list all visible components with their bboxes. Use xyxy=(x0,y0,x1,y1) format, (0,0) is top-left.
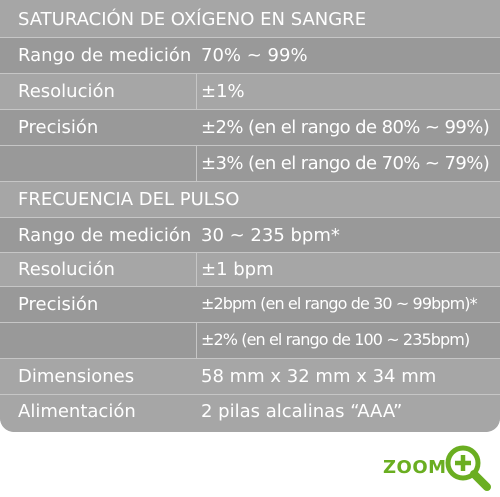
zoom-button[interactable]: ZOOM xyxy=(383,442,500,492)
row-value: 2 pilas alcalinas “AAA” xyxy=(201,401,403,422)
spec-table: SATURACIÓN DE OXÍGENO EN SANGRE Rango de… xyxy=(0,0,500,432)
table-row: Precisión ±2% (en el rango de 80% ~ 99%) xyxy=(0,110,500,146)
row-label: Rango de medición xyxy=(18,225,192,246)
column-divider xyxy=(196,74,197,110)
table-row: Dimensiones 58 mm x 32 mm x 34 mm xyxy=(0,359,500,395)
section-title-text: SATURACIÓN DE OXÍGENO EN SANGRE xyxy=(18,9,367,30)
row-label: Rango de medición xyxy=(18,45,192,66)
section-title-pulse: FRECUENCIA DEL PULSO xyxy=(0,182,500,218)
row-label: Dimensiones xyxy=(18,366,135,387)
row-value: ±2% (en el rango de 80% ~ 99%) xyxy=(201,117,490,138)
table-row: Rango de medición 70% ~ 99% xyxy=(0,38,500,74)
column-divider xyxy=(196,323,197,359)
table-row: Resolución ±1% xyxy=(0,74,500,110)
row-value: ±3% (en el rango de 70% ~ 79%) xyxy=(201,153,490,174)
row-label: Resolución xyxy=(18,259,115,280)
row-value: 58 mm x 32 mm x 34 mm xyxy=(201,366,437,387)
zoom-label: ZOOM xyxy=(383,457,447,478)
row-value: 30 ~ 235 bpm* xyxy=(201,225,340,246)
section-title-text: FRECUENCIA DEL PULSO xyxy=(18,189,240,210)
section-title-spo2: SATURACIÓN DE OXÍGENO EN SANGRE xyxy=(0,0,500,38)
table-row: Resolución ±1 bpm xyxy=(0,253,500,287)
table-row: Rango de medición 30 ~ 235 bpm* xyxy=(0,218,500,253)
table-row: ±2% (en el rango de 100 ~ 235bpm) xyxy=(0,323,500,359)
column-divider xyxy=(196,253,197,287)
row-value: ±1 bpm xyxy=(201,259,274,280)
row-value: 70% ~ 99% xyxy=(201,45,308,66)
column-divider xyxy=(196,146,197,182)
row-label: Precisión xyxy=(18,294,99,315)
table-row: Alimentación 2 pilas alcalinas “AAA” xyxy=(0,395,500,432)
table-row: ±3% (en el rango de 70% ~ 79%) xyxy=(0,146,500,182)
row-label: Resolución xyxy=(18,81,115,102)
row-value: ±2bpm (en el rango de 30 ~ 99bpm)* xyxy=(201,294,478,313)
zoom-in-icon xyxy=(445,445,491,491)
row-value: ±2% (en el rango de 100 ~ 235bpm) xyxy=(201,330,470,349)
row-label: Alimentación xyxy=(18,401,136,422)
table-row: Precisión ±2bpm (en el rango de 30 ~ 99b… xyxy=(0,287,500,323)
row-value: ±1% xyxy=(201,81,245,102)
row-label: Precisión xyxy=(18,117,99,138)
